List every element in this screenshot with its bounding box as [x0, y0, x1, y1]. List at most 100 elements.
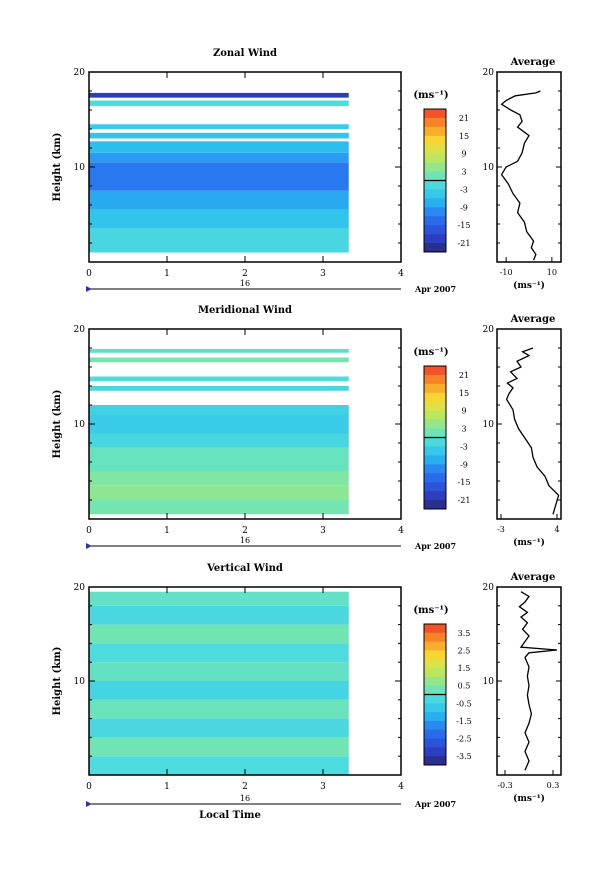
- y-axis-label: Height (km): [52, 133, 63, 202]
- colorbar-cell: [424, 464, 446, 474]
- x-tick-label: 1: [164, 782, 170, 792]
- colorbar-cell: [424, 491, 446, 501]
- colorbar-cell: [424, 685, 446, 695]
- colorbar-tick-label: -9: [460, 460, 468, 469]
- average-frame: [496, 328, 562, 520]
- colorbar-cell: [424, 383, 446, 394]
- colorbar-cell: [424, 366, 446, 376]
- colorbar-cell: [424, 189, 446, 199]
- colorbar-unit: (ms⁻¹): [413, 90, 448, 101]
- colorbar-tick-label: 21: [459, 114, 469, 123]
- data-band: [89, 471, 349, 486]
- colorbar-cell: [424, 135, 446, 146]
- x-tick-label: 0: [86, 782, 92, 792]
- colorbar-cell: [424, 668, 446, 678]
- x-tick-label: 2: [242, 782, 248, 792]
- colorbar-cell: [424, 428, 446, 438]
- average-unit: (ms⁻¹): [513, 793, 545, 804]
- colorbar-tick-label: 3.5: [458, 629, 471, 638]
- colorbar-cell: [424, 437, 446, 447]
- average-unit: (ms⁻¹): [513, 537, 545, 548]
- colorbar-cell: [424, 650, 446, 660]
- data-band: [89, 405, 349, 415]
- average-y-tick-label: 20: [483, 68, 495, 78]
- x-tick-label: 0: [86, 269, 92, 279]
- colorbar-cell: [424, 703, 446, 713]
- data-band: [89, 699, 349, 719]
- data-band: [89, 624, 349, 644]
- date-day: 16: [240, 794, 250, 803]
- data-band: [89, 162, 349, 191]
- colorbar-cell: [424, 198, 446, 208]
- colorbar-cell: [424, 171, 446, 181]
- x-tick-label: 2: [242, 269, 248, 279]
- colorbar-tick-label: 9: [461, 407, 466, 416]
- data-band: [89, 662, 349, 681]
- average-x-tick-label: 0.3: [547, 781, 560, 790]
- colorbar-cell: [424, 234, 446, 244]
- date-marker: [86, 801, 92, 807]
- average-x-tick-label: -10: [500, 268, 513, 277]
- x-tick-label: 3: [320, 526, 326, 536]
- x-tick-label: 4: [398, 269, 404, 279]
- average-y-tick-label: 20: [483, 325, 495, 335]
- data-band: [89, 605, 349, 625]
- colorbar-tick-label: 9: [461, 150, 466, 159]
- average-y-tick-label: 20: [483, 583, 495, 593]
- data-band: [89, 737, 349, 757]
- colorbar-cell: [424, 473, 446, 483]
- data-band: [89, 132, 349, 139]
- panel-title: Meridional Wind: [198, 305, 292, 316]
- average-profile-line: [518, 591, 558, 771]
- colorbar-tick-label: -15: [458, 478, 471, 487]
- colorbar-tick-label: -2.5: [456, 735, 471, 744]
- data-band: [89, 756, 349, 775]
- colorbar-cell: [424, 747, 446, 757]
- data-band: [89, 718, 349, 738]
- colorbar-tick-label: 1.5: [458, 664, 471, 673]
- colorbar-cell: [424, 180, 446, 190]
- colorbar-cell: [424, 419, 446, 430]
- data-band: [89, 681, 349, 700]
- panel-2: Vertical Wind 0 1 2 3 4 10 20 Height (km) 16 Apr 2…: [52, 563, 562, 821]
- data-band: [89, 433, 349, 448]
- average-unit: (ms⁻¹): [513, 280, 545, 291]
- colorbar-cell: [424, 455, 446, 465]
- colorbar-tick-label: 2.5: [458, 646, 471, 655]
- date-day: 16: [240, 536, 250, 545]
- colorbar-tick-label: 15: [459, 132, 469, 141]
- colorbar-cell: [424, 374, 446, 385]
- colorbar-tick-label: -3: [460, 185, 468, 194]
- data-band: [89, 348, 349, 353]
- average-x-tick-label: 10: [547, 268, 557, 277]
- panel-0: Zonal Wind 0 1 2 3 4 10 20 Height (km) 16 Apr 2007…: [52, 48, 562, 294]
- colorbar-unit: (ms⁻¹): [413, 605, 448, 616]
- data-band: [89, 643, 349, 663]
- colorbar-cell: [424, 207, 446, 217]
- average-profile-line: [505, 347, 560, 515]
- date-marker: [86, 543, 92, 549]
- colorbar-tick-label: -1.5: [456, 717, 471, 726]
- average-profile-line: [500, 90, 541, 261]
- average-y-tick-label: 10: [483, 677, 495, 687]
- colorbar-cell: [424, 676, 446, 687]
- colorbar-unit: (ms⁻¹): [413, 347, 448, 358]
- data-band: [89, 447, 349, 472]
- average-x-tick-label: 4: [554, 525, 559, 534]
- average-title: Average: [510, 314, 556, 325]
- colorbar-cell: [424, 162, 446, 173]
- colorbar-cell: [424, 659, 446, 669]
- y-tick-label: 10: [74, 163, 86, 173]
- y-tick-label: 20: [74, 68, 86, 78]
- colorbar-cell: [424, 446, 446, 456]
- x-tick-label: 4: [398, 526, 404, 536]
- colorbar-tick-label: 0.5: [458, 682, 471, 691]
- data-band: [89, 591, 349, 606]
- data-band: [89, 100, 349, 107]
- panel-title: Zonal Wind: [213, 48, 277, 59]
- colorbar-tick-label: 3: [461, 168, 466, 177]
- colorbar-cell: [424, 243, 446, 253]
- colorbar-cell: [424, 117, 446, 128]
- colorbar-cell: [424, 126, 446, 137]
- colorbar-cell: [424, 225, 446, 235]
